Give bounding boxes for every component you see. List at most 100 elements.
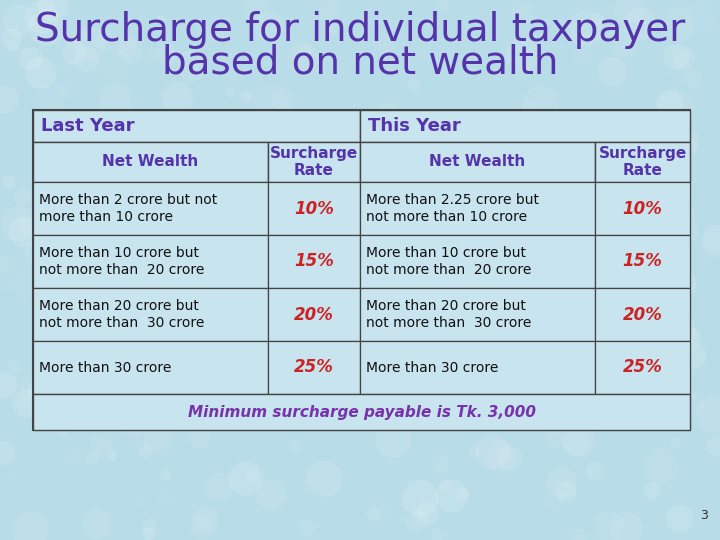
Circle shape — [686, 2, 716, 31]
FancyBboxPatch shape — [360, 288, 595, 341]
Text: 20%: 20% — [623, 306, 662, 323]
Circle shape — [685, 71, 702, 87]
Circle shape — [406, 510, 427, 531]
FancyBboxPatch shape — [33, 394, 690, 430]
Circle shape — [244, 200, 253, 210]
Circle shape — [330, 309, 348, 327]
Text: Surcharge
Rate: Surcharge Rate — [598, 146, 687, 178]
Circle shape — [168, 157, 198, 187]
Text: More than 10 crore but
not more than  20 crore: More than 10 crore but not more than 20 … — [366, 246, 531, 276]
Circle shape — [409, 267, 422, 281]
Circle shape — [510, 259, 538, 286]
Circle shape — [598, 58, 626, 85]
Circle shape — [523, 86, 558, 122]
Circle shape — [586, 462, 603, 479]
Text: Last Year: Last Year — [41, 117, 135, 135]
Circle shape — [288, 43, 319, 73]
Circle shape — [580, 339, 607, 366]
Circle shape — [364, 112, 386, 134]
Circle shape — [570, 529, 587, 540]
Circle shape — [562, 423, 595, 456]
Circle shape — [117, 231, 150, 264]
Circle shape — [680, 205, 694, 220]
Circle shape — [587, 340, 598, 352]
Circle shape — [149, 238, 174, 262]
Circle shape — [86, 258, 122, 294]
Circle shape — [603, 294, 633, 323]
Circle shape — [476, 435, 510, 469]
Circle shape — [594, 277, 613, 296]
Circle shape — [157, 16, 165, 24]
Circle shape — [307, 461, 343, 497]
Circle shape — [381, 221, 414, 253]
Circle shape — [184, 228, 210, 254]
Circle shape — [66, 450, 81, 465]
Text: 15%: 15% — [294, 253, 334, 271]
Circle shape — [676, 130, 699, 153]
Circle shape — [360, 403, 371, 415]
Circle shape — [438, 307, 461, 330]
Circle shape — [76, 310, 107, 341]
Circle shape — [428, 153, 437, 162]
Circle shape — [254, 386, 282, 414]
Text: Net Wealth: Net Wealth — [429, 154, 526, 170]
Circle shape — [253, 84, 289, 120]
Circle shape — [618, 126, 645, 154]
Circle shape — [225, 88, 234, 97]
Circle shape — [416, 49, 426, 58]
Circle shape — [0, 373, 17, 397]
Circle shape — [30, 10, 64, 45]
Circle shape — [25, 1, 58, 33]
Circle shape — [707, 436, 720, 456]
Circle shape — [7, 359, 22, 373]
Circle shape — [703, 225, 720, 255]
Circle shape — [356, 213, 366, 224]
Circle shape — [658, 91, 694, 126]
Circle shape — [480, 314, 515, 348]
Circle shape — [229, 462, 263, 496]
Circle shape — [14, 188, 31, 205]
Circle shape — [320, 0, 341, 22]
Text: More than 20 crore but
not more than  30 crore: More than 20 crore but not more than 30 … — [366, 299, 531, 329]
Circle shape — [376, 401, 391, 417]
Circle shape — [564, 109, 575, 119]
Circle shape — [647, 332, 671, 356]
Circle shape — [12, 512, 48, 540]
Circle shape — [363, 247, 374, 258]
Circle shape — [244, 0, 269, 20]
FancyBboxPatch shape — [595, 341, 690, 394]
Circle shape — [247, 471, 258, 483]
Circle shape — [48, 247, 68, 267]
Circle shape — [72, 151, 98, 177]
Circle shape — [486, 442, 516, 472]
Circle shape — [523, 420, 532, 428]
Circle shape — [567, 171, 595, 198]
Circle shape — [585, 312, 611, 339]
Circle shape — [298, 520, 314, 536]
Circle shape — [440, 480, 450, 490]
Circle shape — [421, 320, 431, 329]
Text: This Year: This Year — [368, 117, 461, 135]
Circle shape — [557, 482, 576, 502]
Circle shape — [374, 503, 392, 521]
Circle shape — [680, 342, 706, 368]
Circle shape — [442, 387, 468, 413]
Circle shape — [247, 377, 264, 393]
Circle shape — [119, 37, 143, 62]
Circle shape — [667, 275, 693, 300]
Circle shape — [202, 220, 214, 232]
Circle shape — [437, 0, 449, 11]
Circle shape — [243, 366, 274, 397]
Circle shape — [158, 45, 176, 64]
Circle shape — [288, 440, 301, 453]
Circle shape — [413, 127, 433, 147]
Circle shape — [20, 373, 54, 406]
Circle shape — [492, 239, 507, 254]
FancyBboxPatch shape — [33, 110, 690, 430]
Circle shape — [35, 224, 71, 259]
Circle shape — [80, 284, 94, 298]
Circle shape — [114, 337, 148, 370]
Circle shape — [433, 457, 449, 472]
Text: Surcharge
Rate: Surcharge Rate — [270, 146, 358, 178]
Circle shape — [664, 268, 696, 300]
